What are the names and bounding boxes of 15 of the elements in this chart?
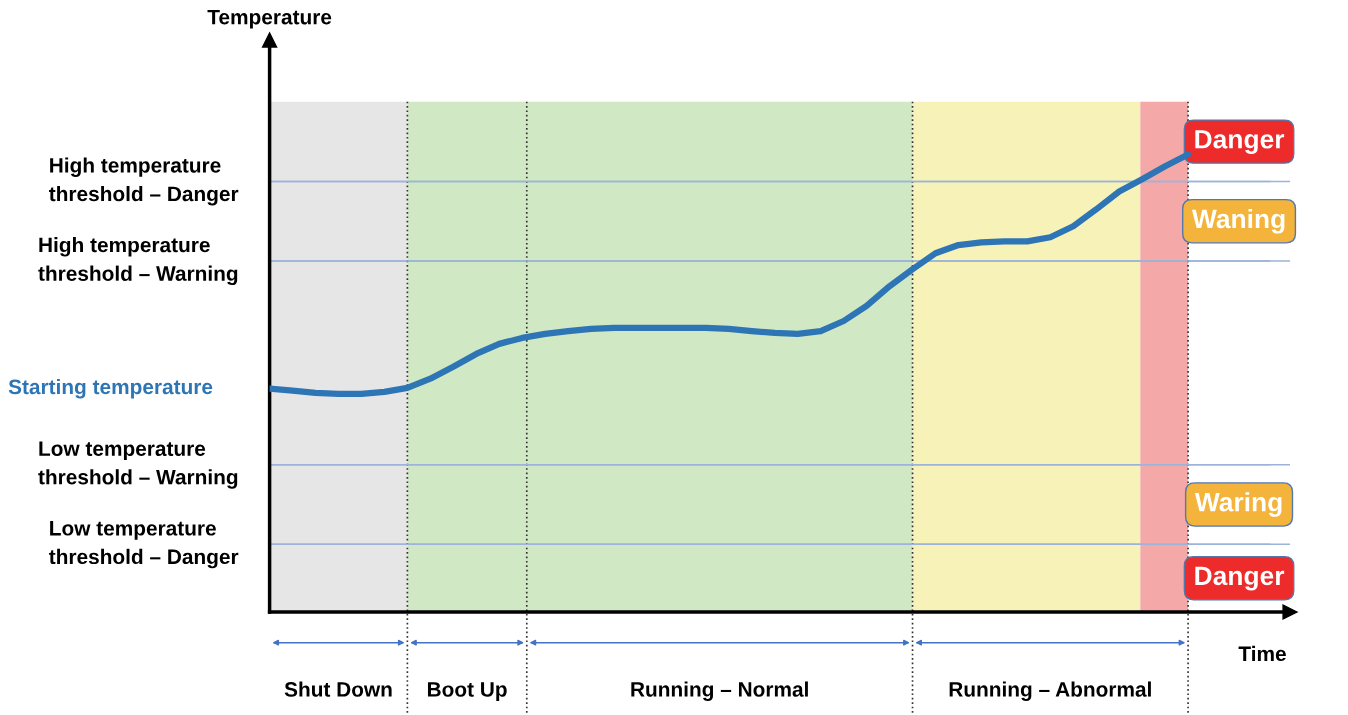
x-axis-title: Time (1238, 645, 1286, 662)
ref-line-label: High temperature threshold – Danger (49, 157, 239, 206)
text: Shut Down (284, 681, 392, 697)
ref-line-label: High temperature threshold – Warning (38, 237, 238, 286)
ref-line-label: Low temperature threshold – Danger (49, 521, 239, 569)
text: Temperature (207, 9, 332, 29)
annotation: Danger (1195, 566, 1285, 591)
text: Running – Normal (631, 681, 808, 701)
ref-line-label: Low temperature threshold – Warning (38, 441, 238, 489)
text: Starting temperature (8, 378, 213, 399)
text: Running – Abnormal (949, 681, 1151, 701)
annotation: Waning (1191, 208, 1285, 234)
text: Boot Up (427, 682, 507, 701)
text: Danger (1195, 130, 1285, 154)
annotation: Waring (1194, 492, 1282, 517)
